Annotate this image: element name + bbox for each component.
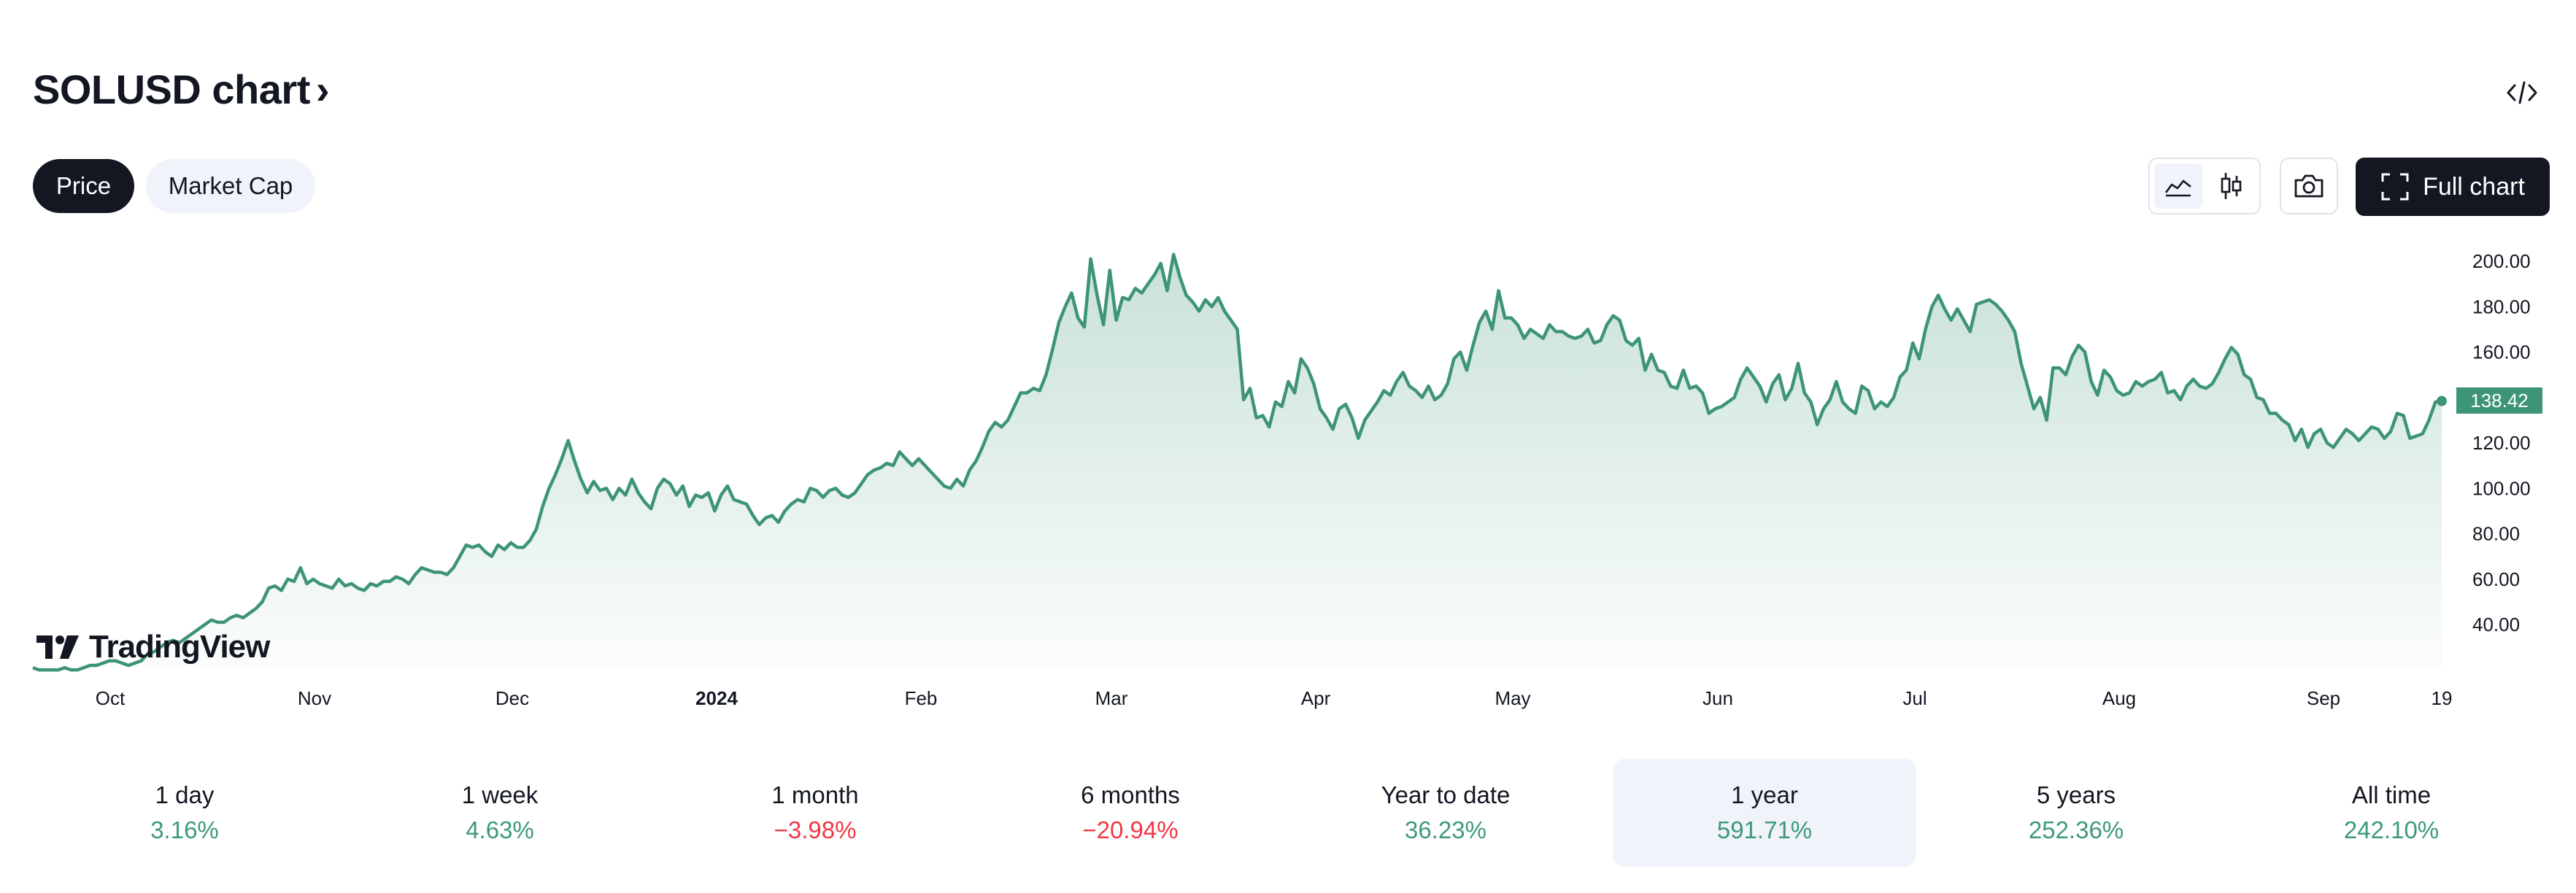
performance-period-label: 1 day	[155, 781, 215, 808]
performance-period-1-year[interactable]: 1 year 591.71%	[1613, 759, 1916, 867]
x-tick-label: Jun	[1702, 687, 1733, 709]
last-price-label: 138.42	[2456, 387, 2542, 414]
y-tick-label: 160.00	[2472, 341, 2531, 363]
performance-period-label: All time	[2351, 781, 2432, 808]
performance-change-value: 3.16%	[150, 816, 219, 843]
performance-change-value: −20.94%	[1082, 816, 1179, 843]
performance-period-1-month[interactable]: 1 month −3.98%	[663, 759, 967, 867]
candlestick-icon	[2221, 173, 2242, 199]
tradingview-logo-icon	[36, 635, 79, 659]
x-tick-label: Feb	[905, 687, 938, 709]
performance-period-label: Year to date	[1381, 781, 1511, 808]
x-tick-label: Sep	[2307, 687, 2340, 709]
performance-change-value: 591.71%	[1716, 816, 1813, 843]
performance-period-label: 5 years	[2036, 781, 2116, 808]
x-tick-label: Dec	[495, 687, 529, 709]
x-tick-label: May	[1495, 687, 1530, 709]
performance-change-value: 252.36%	[2028, 816, 2124, 843]
x-tick-label: Jul	[1902, 687, 1927, 709]
price-tab[interactable]: Price	[33, 159, 134, 213]
x-tick-label: Aug	[2102, 687, 2136, 709]
y-tick-label: 180.00	[2472, 295, 2531, 317]
page-title[interactable]: SOLUSD chart ›	[33, 66, 330, 113]
embed-code-button[interactable]	[2502, 72, 2542, 113]
performance-period-year-to-date[interactable]: Year to date 36.23%	[1294, 759, 1597, 867]
x-tick-label: Apr	[1301, 687, 1331, 709]
performance-change-value: −3.98%	[774, 816, 857, 843]
y-tick-label: 80.00	[2472, 523, 2520, 545]
price-chart[interactable]: 200.00180.00160.00140.00120.00100.0080.0…	[0, 241, 2576, 722]
chevron-right-icon: ›	[315, 66, 330, 112]
camera-icon	[2294, 174, 2324, 198]
performance-change-value: 36.23%	[1405, 816, 1486, 843]
x-tick-label: Nov	[298, 687, 331, 709]
price-tab-label: Price	[55, 172, 112, 199]
snapshot-button[interactable]	[2280, 158, 2338, 214]
price-chart-svg[interactable]: 200.00180.00160.00140.00120.00100.0080.0…	[0, 241, 2576, 722]
full-chart-label: Full chart	[2423, 172, 2525, 201]
full-chart-button[interactable]: Full chart	[2356, 158, 2550, 216]
performance-period-label: 6 months	[1081, 781, 1180, 808]
performance-period-label: 1 month	[771, 781, 859, 808]
x-tick-label: 2024	[695, 687, 738, 709]
performance-change-value: 4.63%	[466, 816, 534, 843]
x-tick-label: Mar	[1095, 687, 1128, 709]
performance-period-1-week[interactable]: 1 week 4.63%	[348, 759, 652, 867]
market-cap-tab-label: Market Cap	[168, 172, 293, 199]
performance-period-6-months[interactable]: 6 months −20.94%	[979, 759, 1282, 867]
tradingview-logo[interactable]: TradingView	[35, 629, 270, 665]
performance-period-1-day[interactable]: 1 day 3.16%	[33, 759, 336, 867]
chart-style-group	[2148, 158, 2261, 214]
price-area	[33, 254, 2442, 670]
price-line	[32, 252, 2442, 672]
x-tick-label: 19	[2432, 687, 2453, 709]
area-chart-icon	[2164, 179, 2191, 197]
area-style-button[interactable]	[2154, 163, 2202, 209]
performance-period-5-years[interactable]: 5 years 252.36%	[1924, 759, 2228, 867]
performance-period-label: 1 week	[461, 781, 539, 808]
fullscreen-icon	[2381, 173, 2409, 201]
y-tick-label: 40.00	[2472, 614, 2520, 635]
y-tick-label: 100.00	[2472, 477, 2531, 499]
last-price-dot	[2437, 395, 2447, 406]
performance-period-label: 1 year	[1731, 781, 1798, 808]
performance-period-all-time[interactable]: All time 242.10%	[2240, 759, 2543, 867]
y-tick-label: 200.00	[2472, 250, 2531, 272]
x-tick-label: Oct	[96, 687, 126, 709]
candle-style-button[interactable]	[2207, 163, 2255, 209]
code-icon	[2507, 81, 2537, 104]
tradingview-logo-text: TradingView	[89, 629, 270, 665]
market-cap-tab[interactable]: Market Cap	[146, 159, 315, 213]
performance-change-value: 242.10%	[2343, 816, 2440, 843]
page-title-text: SOLUSD chart	[33, 66, 310, 112]
y-tick-label: 60.00	[2472, 568, 2520, 590]
y-tick-label: 120.00	[2472, 432, 2531, 454]
